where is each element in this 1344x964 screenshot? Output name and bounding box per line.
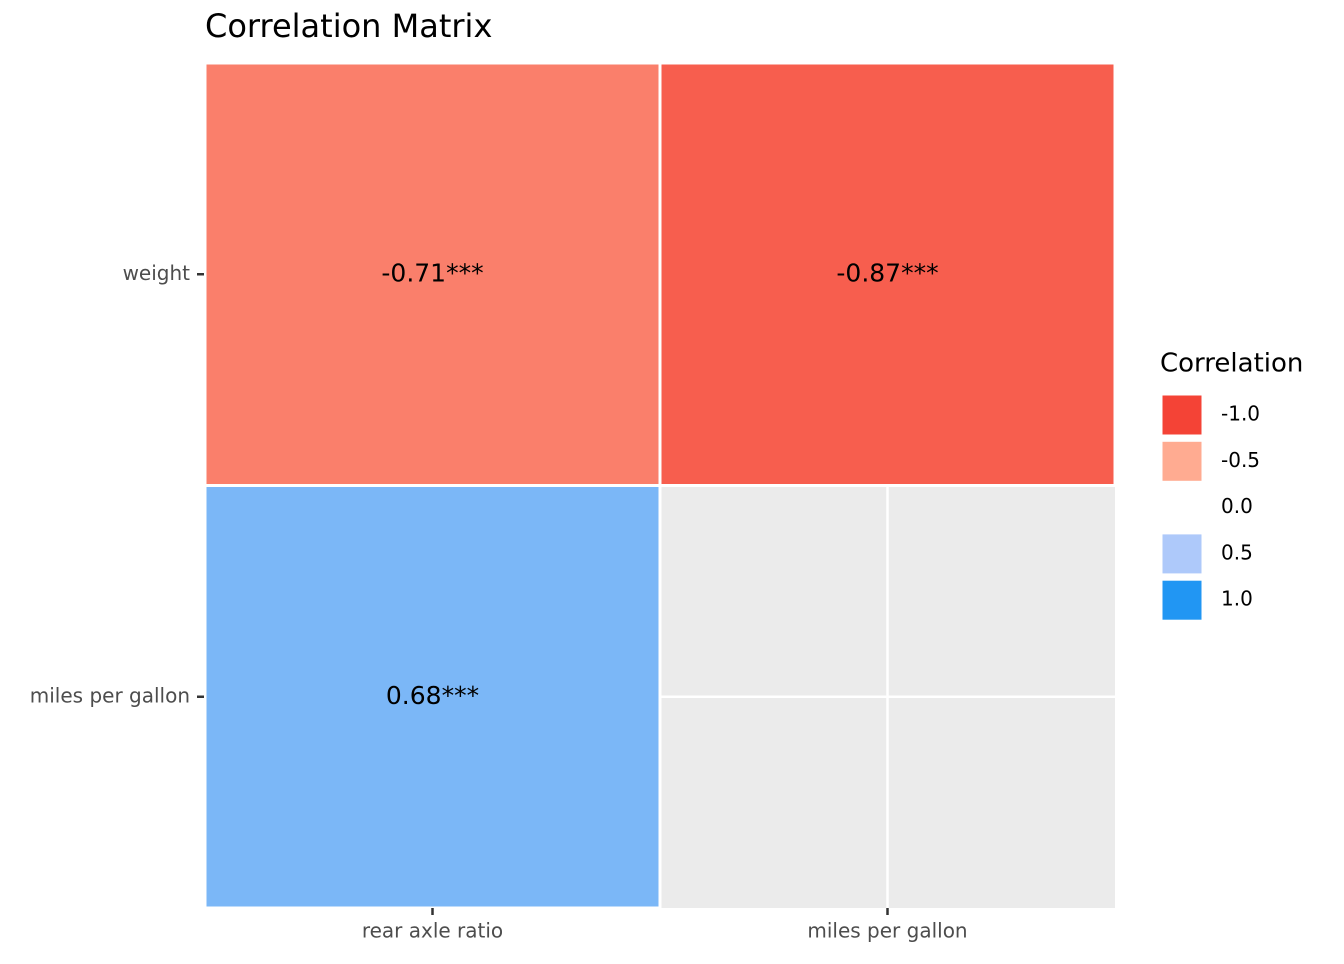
legend-label: 0.5 <box>1221 540 1253 564</box>
cell-label: 0.68*** <box>386 681 479 710</box>
cell-label: -0.87*** <box>836 258 938 287</box>
legend-label: -1.0 <box>1221 402 1260 426</box>
chart-title: Correlation Matrix <box>205 7 492 45</box>
y-tick-label: weight <box>123 261 191 285</box>
legend-key <box>1161 487 1203 529</box>
x-tick-label: miles per gallon <box>807 919 967 943</box>
heatmap-cell <box>203 484 662 910</box>
legend-key <box>1161 579 1203 621</box>
heatmap-cell <box>658 61 1117 487</box>
cell-label: -0.71*** <box>381 258 483 287</box>
legend-key <box>1161 440 1203 482</box>
y-tick-label: miles per gallon <box>30 683 190 707</box>
legend-key <box>1161 394 1203 436</box>
x-tick-label: rear axle ratio <box>362 919 503 943</box>
legend-label: 0.0 <box>1221 494 1253 518</box>
legend-key <box>1161 533 1203 575</box>
legend-label: 1.0 <box>1221 587 1253 611</box>
legend-label: -0.5 <box>1221 448 1260 472</box>
legend-title: Correlation <box>1160 349 1303 379</box>
